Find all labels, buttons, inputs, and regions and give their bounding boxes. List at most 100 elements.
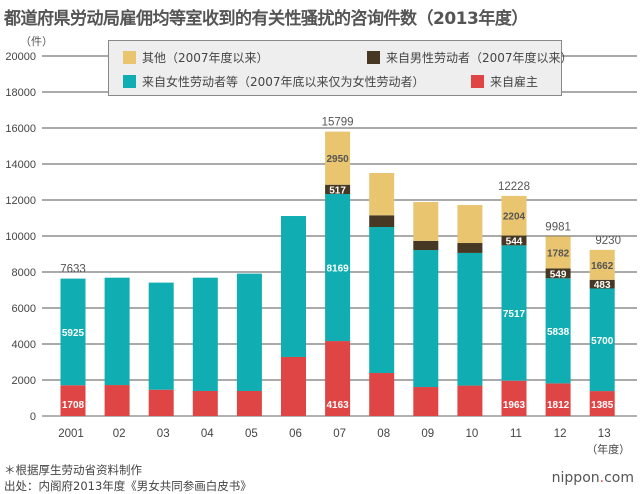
source-note: 出处：内阁府2013年度《男女共同参画白皮书》 bbox=[4, 479, 252, 493]
legend-item-male: 来自男性劳动者（2007年度以来） bbox=[367, 49, 573, 66]
total-label: 9981 bbox=[545, 221, 571, 233]
y-tick-label: 16000 bbox=[5, 123, 36, 135]
x-tick-label: 04 bbox=[201, 428, 214, 440]
footnote: ＊根据厚生劳动省资料制作 bbox=[4, 463, 142, 477]
y-axis-unit: （件） bbox=[20, 35, 53, 48]
y-tick-label: 20000 bbox=[5, 51, 36, 63]
bar-segment bbox=[369, 372, 395, 416]
data-label: 5838 bbox=[547, 327, 570, 338]
logo-tld: com bbox=[604, 470, 634, 486]
y-tick-label: 4000 bbox=[12, 339, 36, 351]
y-tick-label: 14000 bbox=[5, 159, 36, 171]
bar-segment bbox=[281, 216, 306, 357]
data-label: 2950 bbox=[326, 154, 349, 165]
data-label: 2204 bbox=[503, 212, 526, 223]
logo-dot: . bbox=[599, 470, 605, 486]
bar-segment bbox=[457, 243, 483, 253]
data-label: 549 bbox=[550, 269, 567, 280]
x-tick-label: 06 bbox=[289, 428, 302, 440]
bar-segment bbox=[60, 278, 86, 386]
x-tick-label: 07 bbox=[333, 428, 346, 440]
bar-segment bbox=[589, 288, 615, 392]
bar-segment bbox=[413, 240, 439, 251]
bar-segment bbox=[325, 341, 351, 416]
total-label: 15799 bbox=[322, 117, 354, 129]
x-tick-label: 02 bbox=[113, 428, 126, 440]
data-label: 4163 bbox=[326, 400, 349, 411]
y-tick-label: 6000 bbox=[12, 303, 36, 315]
bar-segment bbox=[589, 249, 615, 280]
y-tick-label: 2000 bbox=[12, 375, 36, 387]
data-label: 5700 bbox=[591, 336, 614, 347]
x-tick-label: 10 bbox=[466, 428, 479, 440]
x-tick-label: 05 bbox=[245, 428, 258, 440]
bar-segment bbox=[60, 385, 86, 416]
x-tick-label: 08 bbox=[377, 428, 390, 440]
y-tick-label: 0 bbox=[30, 411, 36, 423]
legend-item-employer: 来自雇主 bbox=[471, 73, 538, 90]
total-label: 7633 bbox=[60, 264, 86, 276]
data-label: 1782 bbox=[547, 248, 570, 259]
bar-segment bbox=[281, 356, 306, 416]
bar-segment bbox=[325, 194, 351, 342]
data-label: 544 bbox=[506, 236, 523, 247]
bar-segment bbox=[148, 282, 174, 390]
legend-label-male: 来自男性劳动者（2007年度以来） bbox=[386, 51, 573, 65]
bar-segment bbox=[104, 385, 130, 416]
x-tick-label: 03 bbox=[157, 428, 170, 440]
bar-segment bbox=[501, 380, 527, 416]
bar-segment bbox=[545, 383, 571, 416]
x-tick-label: 11 bbox=[510, 428, 522, 440]
bar-segment bbox=[413, 250, 439, 388]
data-label: 8169 bbox=[326, 264, 349, 275]
bar-segment bbox=[457, 385, 483, 416]
bar-segment bbox=[325, 131, 351, 185]
bar-segment bbox=[545, 236, 571, 269]
bar-segment bbox=[236, 390, 262, 416]
legend-label-other: 其他（2007年度以来） bbox=[142, 51, 269, 65]
legend-label-female: 来自女性劳动者等（2007年底以来仅为女性劳动者） bbox=[142, 75, 425, 89]
y-tick-label: 12000 bbox=[5, 195, 36, 207]
x-tick-label: 12 bbox=[554, 428, 567, 440]
bar-segment bbox=[413, 201, 439, 241]
bar-segment bbox=[457, 252, 483, 386]
total-label: 12228 bbox=[498, 181, 530, 193]
bar-segment bbox=[545, 278, 571, 384]
bar-segment bbox=[589, 279, 615, 289]
y-tick-label: 18000 bbox=[5, 87, 36, 99]
y-tick-label: 8000 bbox=[12, 267, 36, 279]
bar-segment bbox=[325, 184, 351, 195]
data-label: 1812 bbox=[547, 400, 570, 411]
legend-swatch-employer bbox=[471, 75, 484, 88]
bar-segment bbox=[457, 205, 483, 244]
bar-segment bbox=[369, 215, 395, 227]
x-tick-label: 2001 bbox=[58, 428, 84, 440]
bar-segment bbox=[148, 389, 174, 416]
chart-title: 都道府県労动局雇佣均等室收到的有关性骚扰的咨询件数（2013年度） bbox=[4, 9, 528, 29]
logo-name: nippon bbox=[551, 470, 600, 486]
legend-swatch-male bbox=[367, 51, 380, 64]
legend: 其他（2007年度以来） 来自男性劳动者（2007年度以来） 来自女性劳动者等（… bbox=[108, 40, 573, 96]
legend-swatch-other bbox=[123, 51, 136, 64]
bar-segment bbox=[369, 173, 395, 216]
bar-segment bbox=[501, 235, 527, 246]
legend-label-employer: 来自雇主 bbox=[490, 75, 539, 89]
bar-segment bbox=[589, 391, 615, 416]
x-axis-unit: （年度） bbox=[586, 442, 630, 456]
nippon-logo: nippon.com bbox=[552, 470, 634, 486]
data-label: 1708 bbox=[62, 400, 85, 411]
legend-item-other: 其他（2007年度以来） bbox=[123, 49, 269, 66]
bar-segment bbox=[104, 277, 130, 386]
legend-swatch-female bbox=[123, 75, 136, 88]
data-label: 483 bbox=[594, 280, 611, 291]
data-label: 5925 bbox=[62, 328, 85, 339]
legend-item-female: 来自女性劳动者等（2007年底以来仅为女性劳动者） bbox=[123, 73, 425, 90]
y-tick-label: 10000 bbox=[5, 231, 36, 243]
data-label: 7517 bbox=[503, 309, 526, 320]
bar-segment bbox=[501, 195, 527, 236]
bar-segment bbox=[236, 273, 262, 391]
data-label: 1385 bbox=[591, 400, 614, 411]
bar-segment bbox=[192, 390, 218, 416]
